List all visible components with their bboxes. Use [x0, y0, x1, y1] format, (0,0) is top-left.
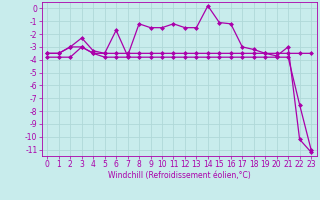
X-axis label: Windchill (Refroidissement éolien,°C): Windchill (Refroidissement éolien,°C) — [108, 171, 251, 180]
